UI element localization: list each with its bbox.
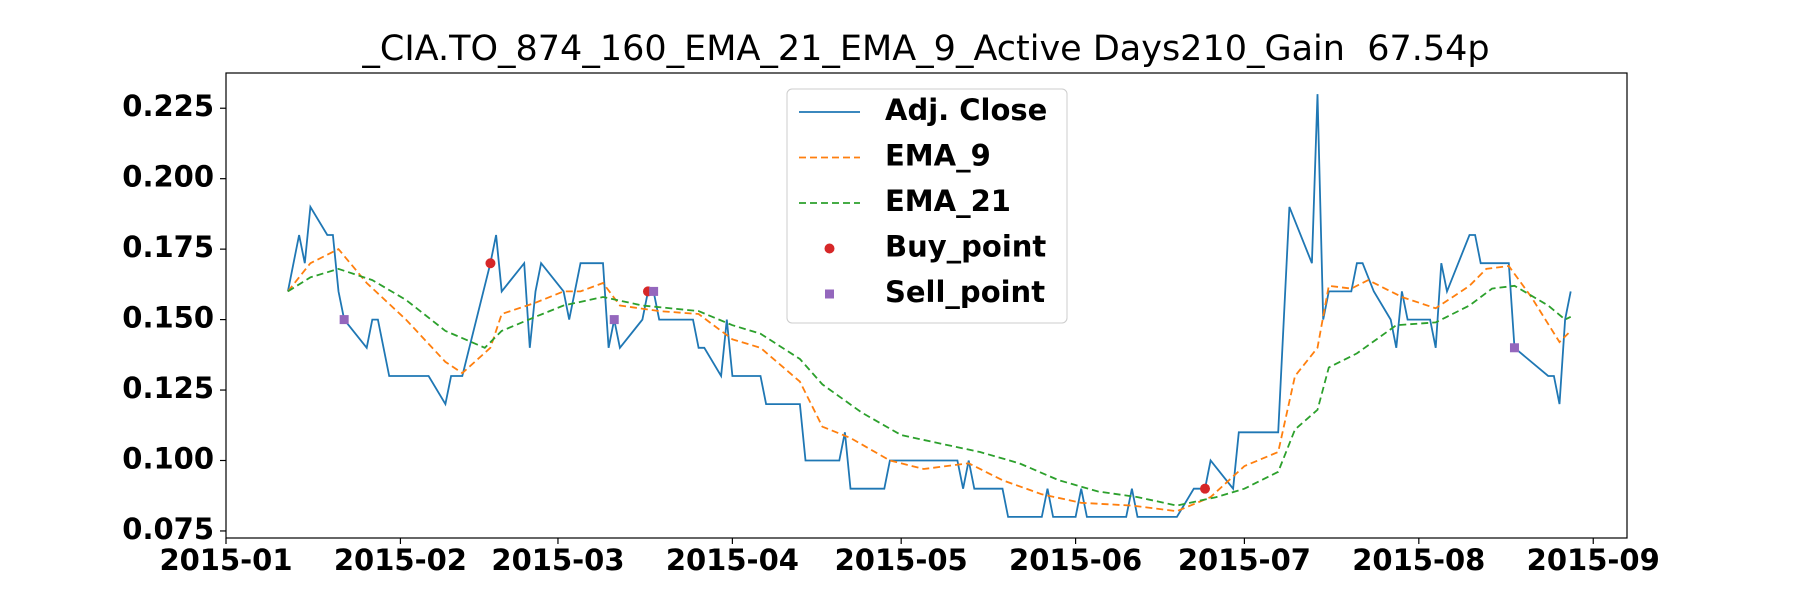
legend-label: Adj. Close: [885, 93, 1047, 127]
y-tick-label: 0.225: [122, 89, 214, 123]
sell-point: [649, 286, 659, 296]
buy-point: [485, 258, 496, 269]
y-tick-label: 0.200: [122, 160, 214, 194]
legend-swatch: [825, 289, 834, 299]
legend-label: EMA_9: [885, 139, 991, 173]
x-tick-label: 2015-09: [1527, 543, 1660, 577]
legend: Adj. Close EMA_9 EMA_21 Buy_point Sell_point: [786, 88, 1068, 324]
legend-label: Sell_point: [885, 275, 1045, 309]
y-tick-label: 0.125: [122, 371, 214, 405]
series-line: [287, 247, 1572, 513]
legend-swatch: [824, 243, 835, 254]
legend-box: [786, 88, 1068, 324]
sell-point: [339, 315, 349, 325]
series-line: [287, 267, 1572, 507]
x-tick-label: 2015-03: [491, 543, 624, 577]
chart-title: _CIA.TO_874_160_EMA_21_EMA_9_Active Days…: [361, 29, 1489, 69]
y-tick-label: 0.075: [122, 512, 214, 546]
sell-point: [1509, 343, 1519, 353]
x-tick-label: 2015-07: [1178, 543, 1311, 577]
y-tick-label: 0.100: [122, 442, 214, 476]
legend-label: Buy_point: [885, 230, 1046, 264]
legend-label: EMA_21: [885, 184, 1011, 218]
x-tick-label: 2015-04: [666, 543, 799, 577]
x-tick-label: 2015-02: [334, 543, 467, 577]
y-tick-label: 0.150: [122, 301, 214, 335]
plot-frame: [225, 72, 1628, 539]
y-tick-label: 0.175: [122, 230, 214, 264]
buy-point: [1200, 483, 1211, 494]
series-line: [287, 94, 1572, 518]
sell-point: [609, 315, 619, 325]
x-tick-label: 2015-06: [1009, 543, 1142, 577]
x-tick-label: 2015-01: [159, 543, 292, 577]
x-tick-label: 2015-05: [835, 543, 968, 577]
x-tick-label: 2015-08: [1352, 543, 1485, 577]
